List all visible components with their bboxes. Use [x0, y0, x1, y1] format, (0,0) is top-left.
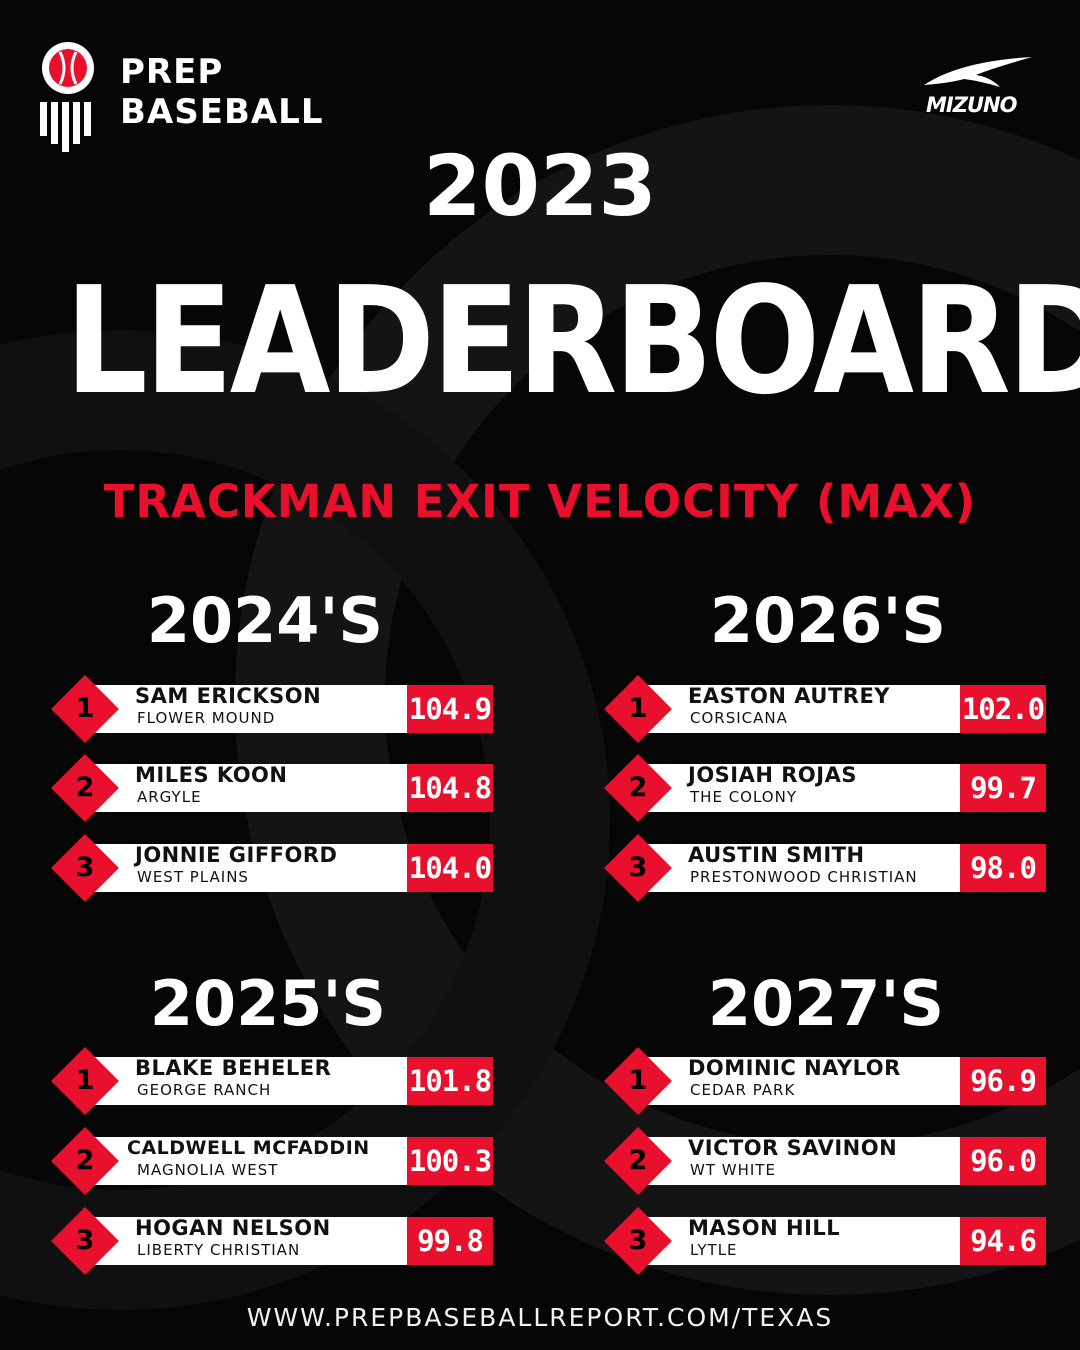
- exit-velocity-value: 100.3: [407, 1137, 493, 1185]
- player-school: FLOWER MOUND: [137, 709, 276, 727]
- leaderboard-row: 2 JOSIAH ROJAS THE COLONY 99.7: [604, 754, 1048, 824]
- rank-number: 3: [628, 1225, 648, 1256]
- player-school: ARGYLE: [137, 788, 202, 806]
- leaderboard-row: 1 DOMINIC NAYLOR CEDAR PARK 96.9: [604, 1047, 1048, 1117]
- leaderboard-row: 2 VICTOR SAVINON WT WHITE 96.0: [604, 1127, 1048, 1197]
- player-school: WEST PLAINS: [137, 868, 249, 886]
- player-name: VICTOR SAVINON: [688, 1136, 898, 1160]
- player-school: PRESTONWOOD CHRISTIAN: [690, 868, 918, 886]
- metric-title: TRACKMAN EXIT VELOCITY (MAX): [103, 475, 977, 528]
- player-school: GEORGE RANCH: [137, 1081, 272, 1099]
- rank-number: 1: [628, 1065, 648, 1096]
- exit-velocity-value: 99.8: [407, 1217, 493, 1265]
- row-bar: [630, 1217, 1022, 1265]
- row-bar: [77, 1057, 469, 1105]
- leaderboard-row: 3 HOGAN NELSON LIBERTY CHRISTIAN 99.8: [51, 1207, 495, 1277]
- class-2026-title: 2026'S: [709, 584, 947, 657]
- rank-number: 1: [75, 1065, 95, 1096]
- player-name: SAM ERICKSON: [135, 684, 322, 708]
- row-bar: [630, 685, 1022, 733]
- player-name: DOMINIC NAYLOR: [688, 1056, 901, 1080]
- player-school: THE COLONY: [690, 788, 797, 806]
- exit-velocity-value: 94.6: [960, 1217, 1046, 1265]
- leaderboard-row: 1 EASTON AUTREY CORSICANA 102.0: [604, 675, 1048, 745]
- leaderboard-row: 3 MASON HILL LYTLE 94.6: [604, 1207, 1048, 1277]
- player-name: JOSIAH ROJAS: [688, 763, 857, 787]
- leaderboard-row: 2 CALDWELL MCFADDIN MAGNOLIA WEST 100.3: [51, 1127, 495, 1197]
- rank-number: 3: [75, 1225, 95, 1256]
- exit-velocity-value: 98.0: [960, 844, 1046, 892]
- row-bar: [630, 1057, 1022, 1105]
- sponsor-logo: MIZUNO: [920, 55, 1040, 120]
- mizuno-runbird-icon: [924, 57, 1032, 87]
- player-name: MASON HILL: [688, 1216, 841, 1240]
- sponsor-name: MIZUNO: [926, 93, 1017, 117]
- player-school: WT WHITE: [690, 1161, 776, 1179]
- player-name: BLAKE BEHELER: [135, 1056, 332, 1080]
- leaderboard-year: 2023: [423, 137, 657, 235]
- exit-velocity-value: 99.7: [960, 764, 1046, 812]
- leaderboard-row: 1 BLAKE BEHELER GEORGE RANCH 101.8: [51, 1047, 495, 1117]
- row-bar: [630, 1137, 1022, 1185]
- rank-number: 2: [75, 1145, 95, 1176]
- row-bar: [77, 844, 469, 892]
- row-bar: [77, 1137, 469, 1185]
- exit-velocity-value: 104.0: [407, 844, 493, 892]
- rank-number: 3: [628, 852, 648, 883]
- row-bar: [630, 844, 1022, 892]
- exit-velocity-value: 101.8: [407, 1057, 493, 1105]
- player-school: LYTLE: [690, 1241, 738, 1259]
- player-name: CALDWELL MCFADDIN: [127, 1137, 370, 1159]
- row-bar: [77, 685, 469, 733]
- row-bar: [77, 764, 469, 812]
- rank-number: 1: [628, 693, 648, 724]
- baseball-shield-icon: [40, 42, 94, 152]
- prep-baseball-logo: PREP BASEBALL: [38, 40, 328, 155]
- player-school: LIBERTY CHRISTIAN: [137, 1241, 301, 1259]
- row-bar: [77, 1217, 469, 1265]
- leaderboard-row: 3 JONNIE GIFFORD WEST PLAINS 104.0: [51, 834, 495, 904]
- player-school: CEDAR PARK: [690, 1081, 796, 1099]
- exit-velocity-value: 96.0: [960, 1137, 1046, 1185]
- brand-name-line-1: PREP: [120, 52, 224, 92]
- rank-number: 2: [75, 772, 95, 803]
- row-bar: [630, 764, 1022, 812]
- class-2024-title: 2024'S: [146, 584, 384, 657]
- player-name: AUSTIN SMITH: [688, 843, 865, 867]
- leaderboard-row: 1 SAM ERICKSON FLOWER MOUND 104.9: [51, 675, 495, 745]
- player-school: CORSICANA: [690, 709, 788, 727]
- exit-velocity-value: 96.9: [960, 1057, 1046, 1105]
- player-name: HOGAN NELSON: [135, 1216, 331, 1240]
- player-name: EASTON AUTREY: [688, 684, 890, 708]
- rank-number: 3: [75, 852, 95, 883]
- exit-velocity-value: 104.9: [407, 685, 493, 733]
- leaderboard-row: 3 AUSTIN SMITH PRESTONWOOD CHRISTIAN 98.…: [604, 834, 1048, 904]
- exit-velocity-value: 102.0: [960, 685, 1046, 733]
- leaderboard-row: 2 MILES KOON ARGYLE 104.8: [51, 754, 495, 824]
- rank-number: 1: [75, 693, 95, 724]
- class-2027-title: 2027'S: [707, 967, 945, 1040]
- player-name: JONNIE GIFFORD: [135, 843, 338, 867]
- website-url: WWW.PREPBASEBALLREPORT.COM/TEXAS: [246, 1303, 834, 1332]
- page-title: LEADERBOARD: [64, 255, 1080, 427]
- class-2025-title: 2025'S: [149, 967, 387, 1040]
- exit-velocity-value: 104.8: [407, 764, 493, 812]
- player-school: MAGNOLIA WEST: [137, 1161, 279, 1179]
- player-name: MILES KOON: [135, 763, 288, 787]
- rank-number: 2: [628, 1145, 648, 1176]
- brand-name-line-2: BASEBALL: [120, 92, 324, 132]
- rank-number: 2: [628, 772, 648, 803]
